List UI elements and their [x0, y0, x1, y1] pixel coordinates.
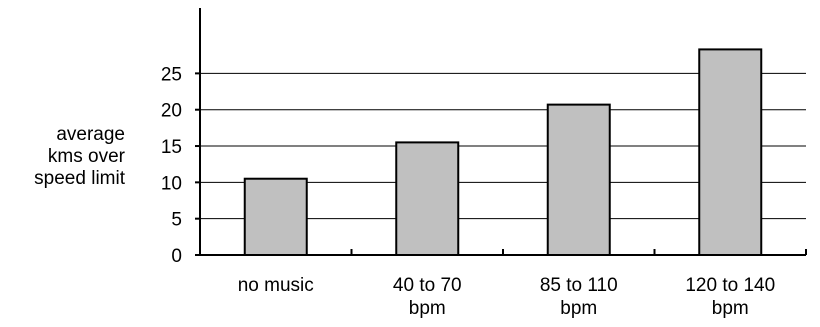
bar-2 — [395, 141, 460, 257]
x-category-label-4: 120 to 140 bpm — [685, 275, 775, 319]
y-tick-label-15: 15 — [161, 137, 182, 158]
x-category-label-line: bpm — [560, 298, 597, 319]
x-category-label-line: bpm — [712, 298, 749, 319]
x-category-label-1: no music — [238, 275, 314, 296]
x-category-label-2: 40 to 70 bpm — [393, 275, 462, 319]
bars — [243, 48, 763, 257]
bar-3 — [546, 103, 611, 256]
y-tick-label-0: 0 — [171, 246, 182, 267]
x-category-label-line: bpm — [409, 298, 446, 319]
y-axis-label-line-3: speed limit — [34, 168, 126, 189]
y-tick-label-25: 25 — [161, 64, 182, 85]
y-tick-label-5: 5 — [171, 210, 182, 231]
x-category-label-3: 85 to 110 bpm — [540, 275, 618, 319]
x-category-label-line: 120 to 140 — [685, 275, 775, 296]
y-axis-label-line-2: kms over — [48, 146, 126, 167]
bar-4 — [698, 48, 763, 256]
y-tick-labels: 0 5 10 15 20 25 — [161, 64, 182, 267]
y-tick-label-20: 20 — [161, 101, 182, 122]
y-tick-label-10: 10 — [161, 173, 182, 194]
x-category-label-line: 40 to 70 — [393, 275, 462, 296]
axes — [195, 8, 807, 256]
y-axis-label-line-1: average — [56, 124, 125, 145]
x-category-label-line: no music — [238, 275, 314, 296]
bar-1 — [243, 177, 308, 256]
x-category-label-line: 85 to 110 — [540, 275, 618, 296]
